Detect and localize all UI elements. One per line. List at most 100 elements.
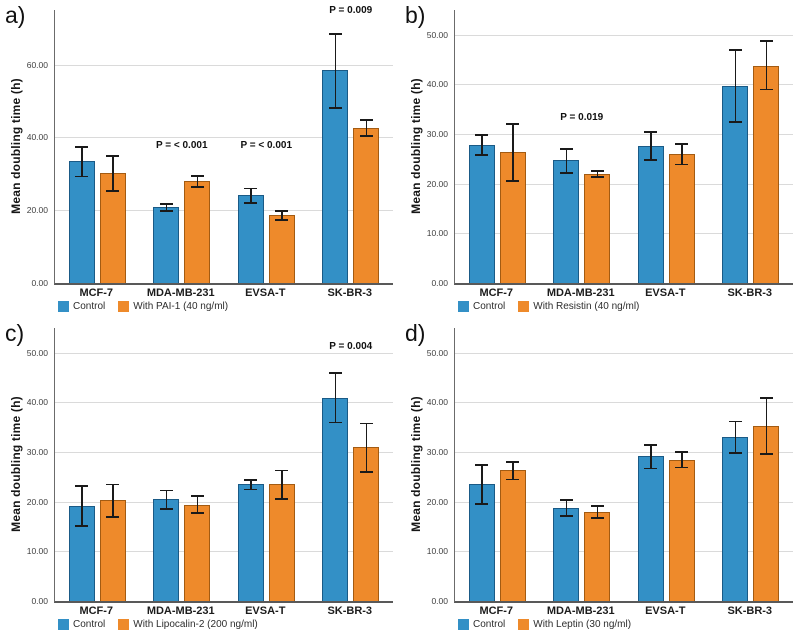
control-bar [468,145,495,283]
control-bar [637,146,664,283]
bar-slot [268,10,295,283]
y-tick-label: 50.00 [26,347,48,358]
gridline [55,352,393,354]
bar-group [55,10,140,283]
error-bar-line [512,123,514,181]
y-tick-label: 40.00 [26,397,48,408]
legend-item: Control [458,619,505,630]
error-bar-cap-bottom [244,488,258,491]
bar-slot [668,10,695,283]
gridline [455,402,793,404]
y-tick-label: 40.00 [426,397,448,408]
treatment-bar [184,181,211,283]
bar-slot [637,328,664,601]
legend-label: Control [473,301,506,312]
panel-letter: a) [5,2,26,28]
gridline [55,551,393,553]
error-bar-cap-bottom [75,175,89,178]
y-tick-label: 20.00 [26,496,48,507]
legend-label: Control [73,619,106,630]
error-bar-line [650,444,652,469]
category-label: SK-BR-3 [727,287,773,299]
error-bar-cap-top [759,397,773,399]
treatment-bar [268,215,295,283]
bar-groups [55,10,393,283]
treatment-bar [753,65,780,283]
control-bar [553,507,580,601]
legend-swatch-control [458,619,469,630]
p-value-annotation: P = 0.004 [329,340,373,352]
category-label: MCF-7 [479,287,514,299]
category-label: MDA-MB-231 [546,287,615,299]
bar-groups [455,328,793,601]
y-tick-label: 0.00 [431,596,448,606]
legend-swatch-treatment [518,301,530,312]
bar-slot [637,10,664,283]
gridline [455,84,793,86]
treatment-bar [668,460,695,601]
error-bar-line [765,398,767,455]
bar-slot [722,328,749,601]
panel-a: a) Mean doubling time (h) 0.00 20.00 40.00 60… [0,0,400,313]
error-bar-cap-top [244,479,258,481]
bar-slot [553,10,580,283]
bar-slot [184,10,211,283]
control-bar [153,499,180,601]
bar-slot [353,10,380,283]
p-value-annotation: P = < 0.001 [155,139,208,151]
error-bar-cap-bottom [244,201,258,204]
error-bar-line [734,50,736,123]
x-axis-categories: MCF-7 MDA-MB-231 EVSA-T SK-BR-3 [454,605,792,617]
legend-item: Control [458,301,505,312]
y-tick-label: 10.00 [26,546,48,557]
error-bar-cap-top [275,469,289,472]
treatment-bar [268,484,295,601]
error-bar-cap-bottom [190,185,204,188]
error-bar-cap-bottom [590,517,604,520]
error-bar-line [112,155,114,191]
y-axis-label: Mean doubling time (h) [9,396,23,532]
legend-item: Control [58,301,105,312]
bar-slot [322,328,349,601]
error-bar-cap-top [190,494,204,497]
bar-group [224,10,309,283]
legend: Control With Lipocalin-2 (200 ng/ml) [58,619,258,630]
category-label: MDA-MB-231 [146,287,215,299]
error-bar-line [281,470,283,500]
gridline [455,233,793,235]
error-bar-cap-top [644,131,658,134]
bar-group [140,328,225,601]
error-bar-line [196,495,198,514]
legend: Control With Leptin (30 ng/ml) [458,619,631,630]
bar-slot [668,328,695,601]
error-bar-cap-bottom [506,478,520,481]
y-tick-label: 20.00 [426,178,448,189]
gridline [455,352,793,354]
gridline [455,452,793,454]
x-axis-categories: MCF-7 MDA-MB-231 EVSA-T SK-BR-3 [54,605,392,617]
bar-group [624,328,709,601]
error-bar-cap-bottom [475,154,489,156]
category-label: SK-BR-3 [727,605,773,617]
error-bar-line [734,421,736,454]
error-bar-cap-bottom [728,121,742,124]
legend: Control With Resistin (40 ng/ml) [458,301,639,312]
error-bar-cap-top [359,422,373,425]
error-bar-cap-bottom [475,502,489,505]
control-bar [237,195,264,283]
error-bar-cap-bottom [275,218,289,221]
bar-slot [184,328,211,601]
error-bar-cap-bottom [506,179,520,182]
error-bar-cap-top [275,210,289,212]
error-bar-cap-bottom [328,106,342,109]
x-axis-categories: MCF-7 MDA-MB-231 EVSA-T SK-BR-3 [54,287,392,299]
error-bar-cap-top [244,187,258,190]
error-bar-line [681,452,683,468]
category-label: MDA-MB-231 [546,605,615,617]
y-tick-label: 60.00 [26,59,48,70]
error-bar-cap-top [559,147,573,150]
y-tick-label: 0.00 [431,278,448,288]
y-tick-label: 50.00 [426,29,448,40]
bar-slot [499,10,526,283]
panel-letter: d) [405,320,426,346]
